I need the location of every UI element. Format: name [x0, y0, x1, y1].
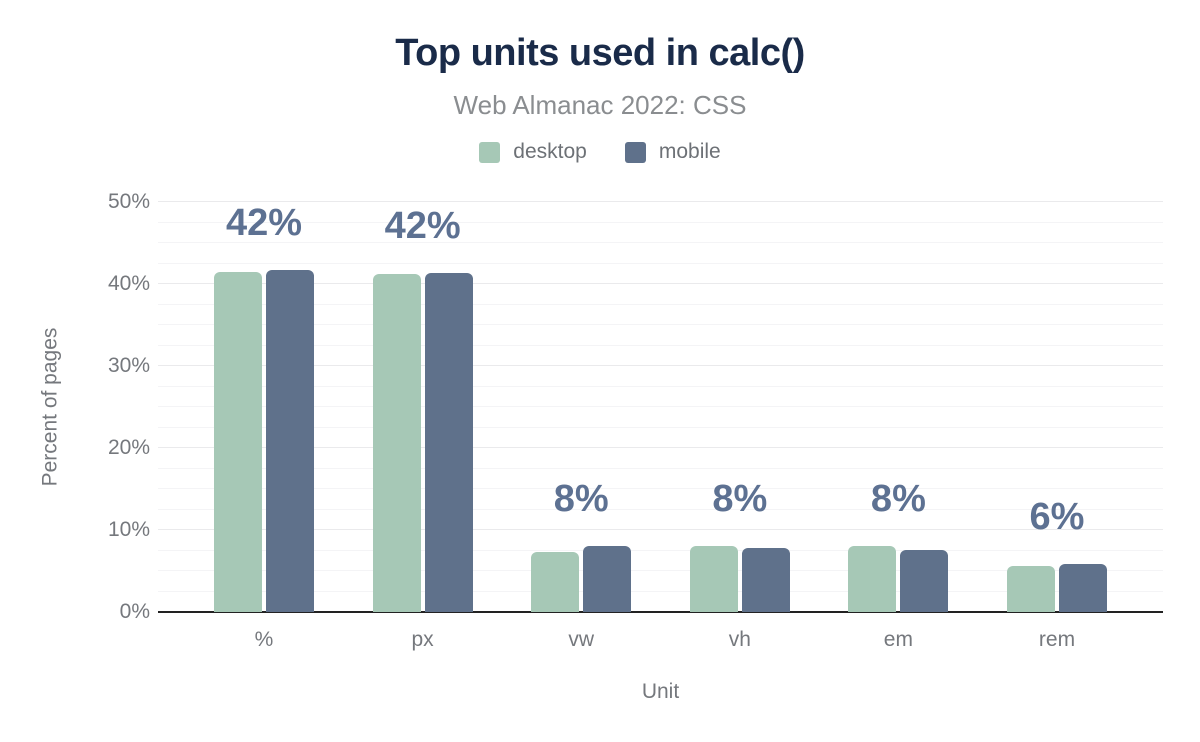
desktop-swatch-icon [479, 141, 501, 163]
bar-desktop-vw[interactable] [531, 552, 580, 612]
y-tick-label: 30% [107, 354, 150, 377]
minor-gridline [158, 303, 1163, 305]
bar-desktop-px[interactable] [372, 274, 421, 612]
mobile-swatch-icon [624, 141, 646, 163]
minor-gridline [158, 590, 1163, 592]
x-tick-label: px [411, 628, 434, 651]
bar-desktop-em[interactable] [848, 546, 897, 612]
bar-value-label: 6% [1029, 495, 1085, 538]
minor-gridline [158, 406, 1163, 407]
bar-desktop-%[interactable] [214, 271, 262, 612]
minor-gridline [158, 467, 1163, 469]
major-gridline [158, 283, 1163, 284]
bar-mobile-vw[interactable] [583, 546, 632, 612]
minor-gridline [158, 324, 1163, 325]
legend-label-desktop: desktop [513, 140, 587, 163]
bar-value-label: 8% [553, 478, 609, 521]
bar-value-label: 8% [712, 477, 768, 520]
chart-title: Top units used in calc() [395, 32, 805, 74]
minor-gridline [158, 426, 1163, 428]
bar-mobile-vh[interactable] [741, 548, 790, 612]
minor-gridline [158, 385, 1163, 387]
x-tick-label: vw [568, 628, 595, 651]
bar-desktop-vh[interactable] [689, 545, 738, 612]
x-axis-title: Unit [641, 680, 680, 703]
bar-value-label: 42% [225, 202, 303, 245]
y-tick-label: 20% [107, 436, 150, 459]
bar-value-label: 8% [870, 478, 926, 521]
minor-gridline [158, 221, 1163, 223]
y-tick-label: 50% [107, 190, 150, 213]
minor-gridline [158, 344, 1163, 346]
minor-gridline [158, 488, 1163, 489]
bar-value-label: 42% [384, 204, 461, 247]
minor-gridline [158, 549, 1163, 551]
major-gridline [158, 201, 1163, 202]
minor-gridline [158, 262, 1163, 264]
major-gridline [158, 447, 1163, 448]
major-gridline [158, 529, 1163, 530]
legend-item-mobile[interactable]: mobile [624, 140, 721, 164]
y-tick-label: 40% [107, 272, 150, 295]
plot-area: 42% 42% 8% 8% 8% 6% [158, 201, 1163, 613]
minor-gridline [158, 570, 1163, 571]
y-axis-title: Percent of pages [37, 327, 61, 487]
major-gridline [158, 365, 1163, 366]
x-tick-label: em [883, 628, 913, 651]
bar-desktop-rem[interactable] [1007, 566, 1055, 612]
y-tick-label: 10% [107, 518, 150, 541]
x-tick-label: % [254, 628, 274, 651]
bar-mobile-%[interactable] [266, 270, 314, 612]
bar-mobile-em[interactable] [900, 549, 949, 612]
y-tick-label: 0% [119, 600, 150, 623]
chart-subtitle: Web Almanac 2022: CSS [453, 90, 747, 120]
minor-gridline [158, 242, 1163, 243]
legend-label-mobile: mobile [658, 140, 721, 163]
legend: desktop mobile [0, 140, 1200, 164]
minor-gridline [158, 508, 1163, 510]
x-axis-line [158, 611, 1163, 613]
bar-mobile-rem[interactable] [1059, 563, 1107, 612]
x-tick-label: rem [1038, 628, 1076, 651]
legend-item-desktop[interactable]: desktop [479, 140, 587, 164]
x-tick-label: vh [728, 628, 751, 651]
bar-mobile-px[interactable] [424, 272, 473, 612]
